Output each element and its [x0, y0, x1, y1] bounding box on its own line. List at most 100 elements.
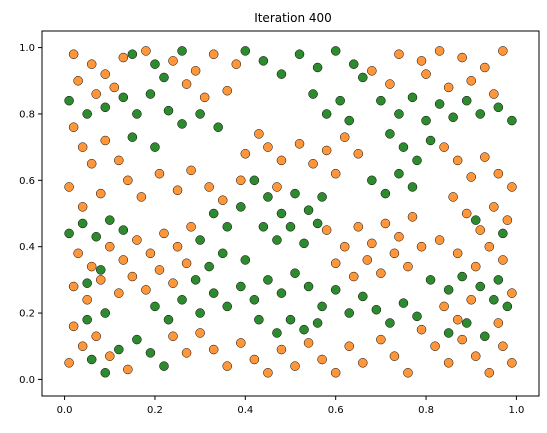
y-axis: 0.0 0.2 0.4 0.6 0.8 1.0 — [19, 43, 42, 386]
data-point — [86, 59, 97, 69]
data-point — [434, 99, 445, 109]
data-point — [349, 59, 359, 69]
data-point — [493, 318, 504, 328]
data-point — [430, 341, 440, 351]
data-point — [285, 314, 296, 325]
data-point — [394, 231, 404, 242]
data-point — [159, 72, 169, 83]
data-point — [222, 222, 232, 232]
data-point — [385, 318, 395, 328]
data-point — [380, 188, 391, 199]
data-point — [240, 46, 251, 56]
data-point — [105, 215, 115, 225]
data-point — [132, 334, 142, 345]
data-point — [344, 115, 354, 126]
data-point — [123, 175, 133, 186]
points-layer — [64, 46, 517, 378]
data-point — [272, 235, 282, 245]
data-point — [276, 288, 287, 298]
data-point — [141, 285, 151, 295]
data-point — [443, 285, 454, 295]
data-point — [498, 46, 508, 56]
x-tick-label: 0.8 — [418, 405, 434, 416]
data-point — [258, 56, 269, 66]
data-point — [407, 212, 418, 222]
data-point — [434, 235, 445, 245]
data-point — [362, 255, 373, 265]
data-point — [82, 278, 92, 288]
data-point — [258, 222, 269, 232]
data-point — [159, 361, 169, 371]
data-point — [312, 318, 323, 328]
data-point — [181, 79, 192, 89]
data-point — [222, 361, 232, 371]
data-point — [389, 351, 400, 361]
data-point — [461, 208, 472, 219]
data-point — [385, 79, 395, 89]
data-point — [403, 368, 413, 378]
data-point — [82, 109, 92, 119]
data-point — [353, 222, 364, 232]
data-point — [208, 344, 219, 355]
data-point — [82, 295, 92, 305]
data-point — [86, 354, 97, 365]
data-point — [114, 155, 124, 166]
data-point — [312, 218, 323, 229]
data-point — [466, 172, 476, 182]
data-point — [199, 92, 210, 103]
data-point — [254, 129, 264, 139]
data-point — [114, 288, 124, 298]
data-point — [249, 175, 260, 186]
data-point — [294, 139, 305, 149]
data-point — [249, 295, 260, 305]
data-point — [163, 105, 174, 116]
data-point — [434, 46, 445, 56]
data-point — [190, 275, 201, 285]
data-point — [317, 192, 327, 202]
data-point — [208, 208, 219, 219]
data-point — [466, 76, 476, 86]
data-point — [416, 56, 427, 66]
data-point — [172, 185, 183, 196]
data-point — [412, 155, 422, 166]
data-point — [68, 321, 79, 332]
data-point — [145, 348, 156, 358]
data-point — [105, 241, 115, 252]
data-point — [118, 52, 129, 63]
data-point — [493, 102, 504, 113]
data-point — [204, 261, 214, 272]
data-point — [195, 109, 205, 119]
data-point — [330, 368, 341, 378]
data-point — [443, 358, 454, 368]
data-point — [68, 281, 79, 292]
data-point — [127, 49, 138, 59]
data-point — [448, 112, 458, 123]
data-point — [380, 218, 391, 229]
data-point — [91, 231, 101, 242]
data-point — [484, 241, 495, 252]
data-point — [118, 225, 129, 235]
data-point — [177, 46, 187, 56]
data-point — [312, 62, 323, 73]
data-point — [339, 241, 350, 252]
data-point — [163, 314, 174, 325]
data-point — [236, 202, 246, 212]
data-point — [64, 228, 74, 239]
data-point — [303, 338, 314, 348]
data-point — [217, 248, 228, 259]
data-point — [502, 215, 513, 225]
data-point — [317, 354, 327, 365]
data-point — [100, 69, 111, 79]
data-point — [470, 215, 481, 225]
data-point — [330, 168, 341, 179]
data-point — [330, 285, 341, 295]
data-point — [321, 109, 332, 119]
data-point — [470, 351, 481, 361]
data-point — [181, 258, 192, 269]
data-point — [109, 82, 120, 93]
data-point — [507, 288, 517, 298]
data-point — [461, 95, 472, 106]
data-point — [77, 218, 88, 229]
data-point — [272, 182, 282, 192]
